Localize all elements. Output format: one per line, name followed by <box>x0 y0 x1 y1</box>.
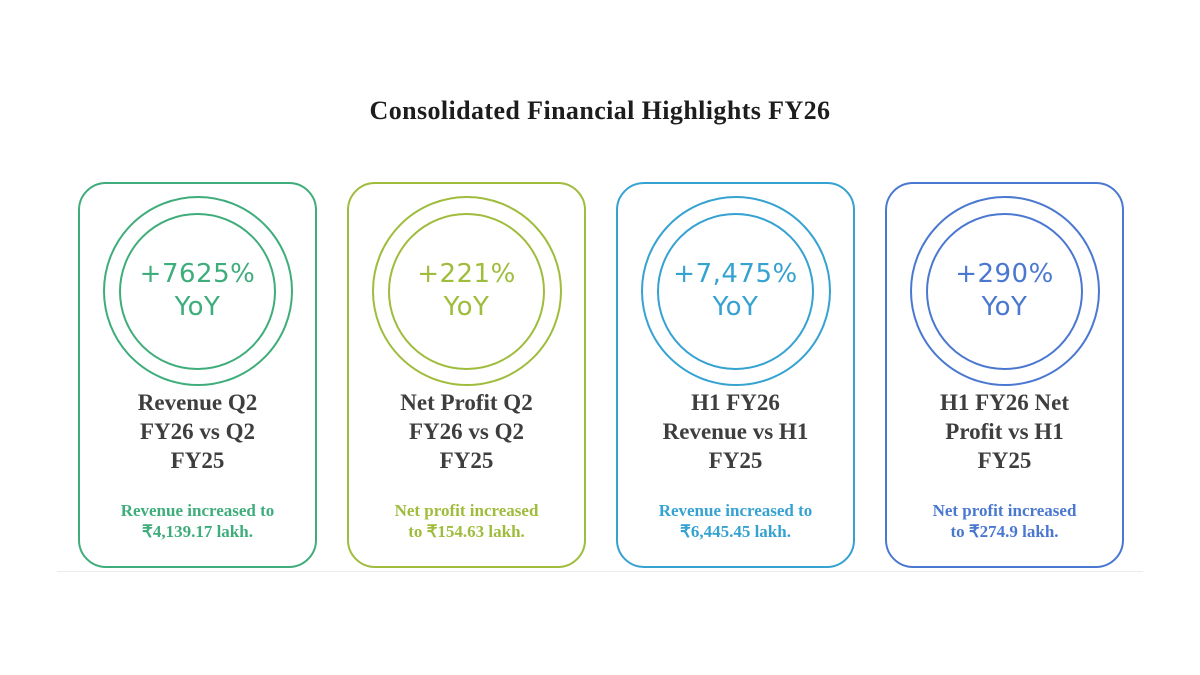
yoy-ring-inner <box>119 212 276 370</box>
yoy-badge: +7625% YoY <box>105 198 291 384</box>
yoy-value: +221% <box>417 259 516 289</box>
card-description: Net profit increased to ₹154.63 lakh. <box>394 501 539 541</box>
card-h1-net-profit: +290% YoY H1 FY26 Net Profit vs H1 FY25 … <box>885 182 1124 568</box>
page-title: Consolidated Financial Highlights FY26 <box>369 96 831 125</box>
yoy-ring-inner <box>657 212 814 370</box>
card-description: Revenue increased to ₹4,139.17 lakh. <box>120 501 275 541</box>
divider-line <box>57 571 1143 572</box>
card-title: Net Profit Q2 FY26 vs Q2 FY25 <box>400 390 533 473</box>
yoy-value: +7,475% <box>673 259 798 289</box>
card-description: Revenue increased to ₹6,445.45 lakh. <box>658 501 813 541</box>
yoy-value: +290% <box>955 259 1054 289</box>
yoy-label: YoY <box>174 292 221 322</box>
card-revenue-q2: +7625% YoY Revenue Q2 FY26 vs Q2 FY25 Re… <box>78 182 317 568</box>
yoy-label: YoY <box>443 292 490 322</box>
yoy-value: +7625% <box>139 259 256 289</box>
yoy-badge: +221% YoY <box>374 198 560 384</box>
yoy-ring: +221% YoY <box>371 196 562 386</box>
card-description: Net profit increased to ₹274.9 lakh. <box>932 501 1077 541</box>
yoy-ring-inner <box>388 212 545 370</box>
kpi-cards-row: +7625% YoY Revenue Q2 FY26 vs Q2 FY25 Re… <box>78 182 1124 568</box>
card-title: H1 FY26 Revenue vs H1 FY25 <box>662 390 809 473</box>
card-h1-revenue: +7,475% YoY H1 FY26 Revenue vs H1 FY25 R… <box>616 182 855 568</box>
yoy-badge: +7,475% YoY <box>643 198 829 384</box>
yoy-label: YoY <box>981 292 1028 322</box>
yoy-ring: +7625% YoY <box>102 196 293 386</box>
yoy-ring: +290% YoY <box>909 196 1100 386</box>
yoy-label: YoY <box>712 292 759 322</box>
yoy-ring: +7,475% YoY <box>640 196 831 386</box>
card-net-profit-q2: +221% YoY Net Profit Q2 FY26 vs Q2 FY25 … <box>347 182 586 568</box>
yoy-badge: +290% YoY <box>912 198 1098 384</box>
yoy-ring-inner <box>926 212 1083 370</box>
card-title: H1 FY26 Net Profit vs H1 FY25 <box>939 390 1070 473</box>
card-title: Revenue Q2 FY26 vs Q2 FY25 <box>137 390 258 473</box>
